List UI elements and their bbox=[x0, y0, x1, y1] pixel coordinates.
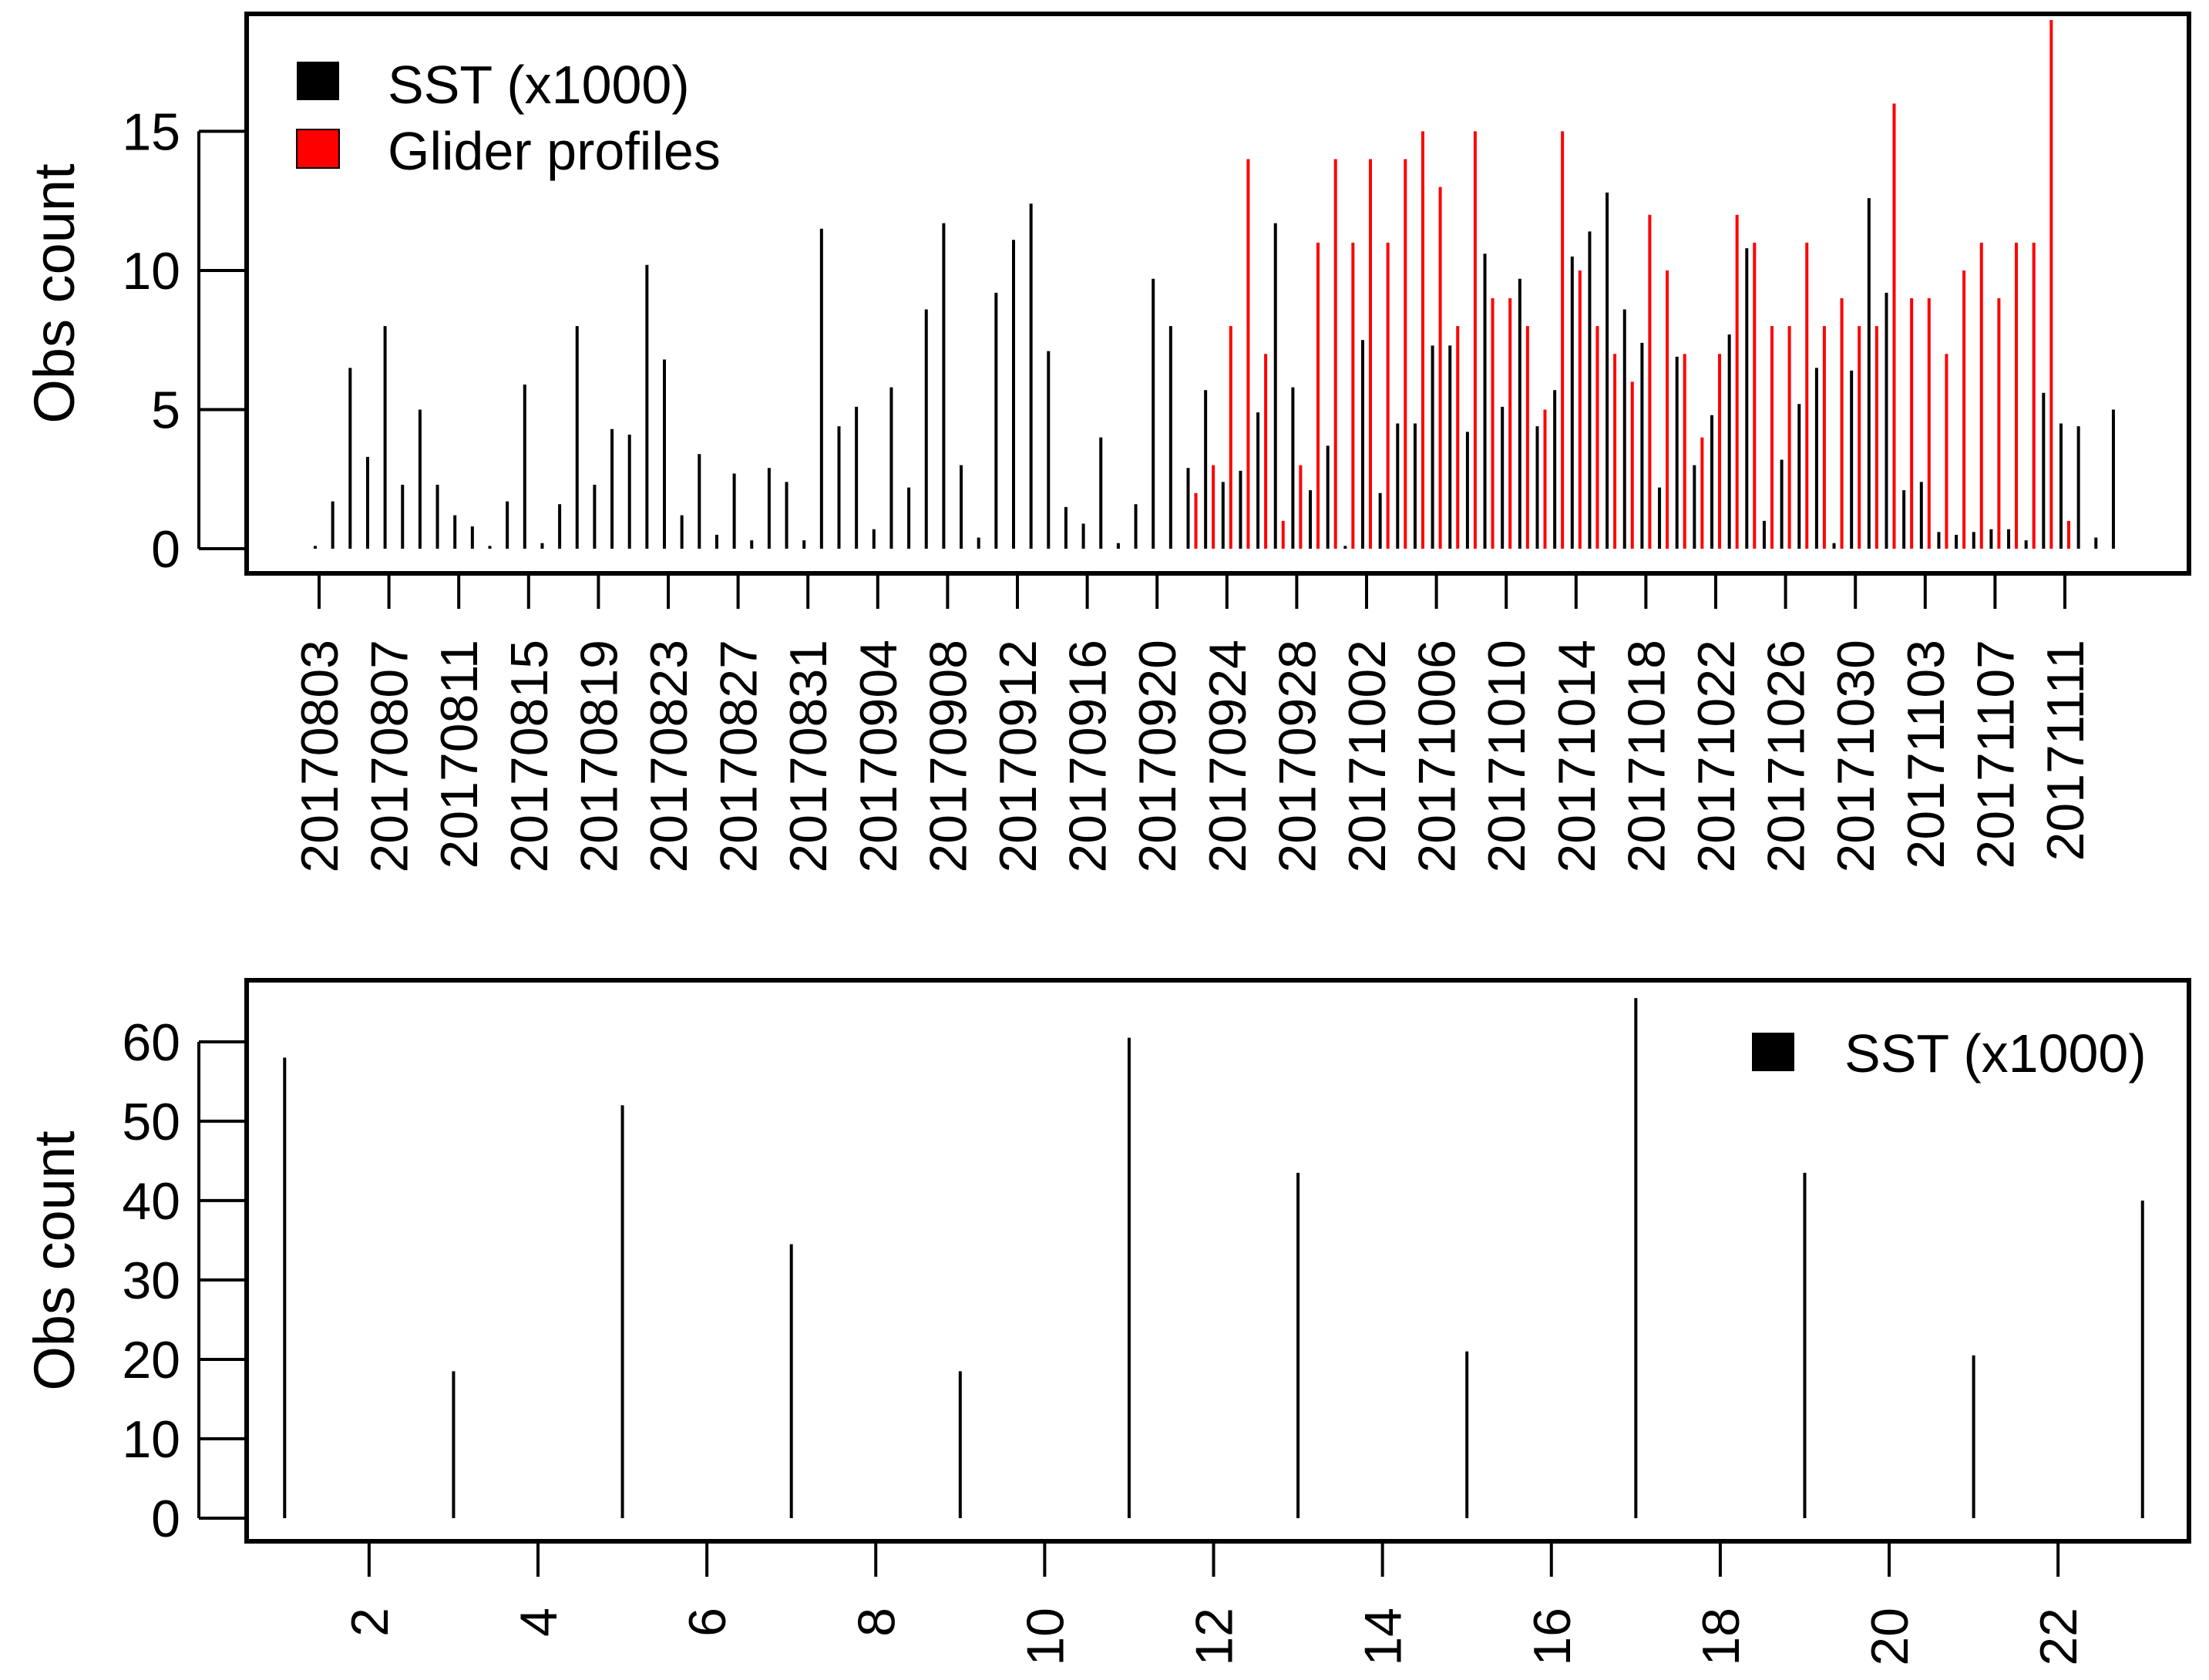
y-tick-label: 10 bbox=[122, 1410, 180, 1469]
x-tick-label: 20171107 bbox=[1966, 640, 2025, 869]
bottom-legend: SST (x1000) bbox=[1752, 1023, 2147, 1084]
x-tick-label: 20171006 bbox=[1408, 640, 1467, 873]
daily-counts-bars bbox=[314, 20, 2115, 549]
x-tick-label: 20170924 bbox=[1199, 640, 1257, 873]
x-tick-label: 20170827 bbox=[710, 640, 768, 873]
x-tick-label: 10 bbox=[1016, 1608, 1074, 1666]
x-tick-label: 20171002 bbox=[1338, 640, 1397, 873]
x-tick-label: 20171030 bbox=[1827, 640, 1885, 873]
x-tick-label: 18 bbox=[1692, 1608, 1750, 1666]
x-tick-label: 16 bbox=[1523, 1608, 1582, 1666]
y-tick-label: 0 bbox=[151, 520, 180, 579]
legend-swatch-glider bbox=[296, 129, 340, 169]
y-tick-label: 20 bbox=[122, 1331, 180, 1389]
y-tick-label: 15 bbox=[122, 102, 180, 161]
y-tick-label: 30 bbox=[122, 1252, 180, 1310]
x-tick-label: 4 bbox=[509, 1608, 568, 1637]
x-tick-label: 20170819 bbox=[570, 640, 628, 873]
x-tick-label: 20171014 bbox=[1548, 640, 1606, 873]
top-legend: SST (x1000) Glider profiles bbox=[296, 55, 721, 181]
x-tick-label: 20170811 bbox=[430, 640, 489, 869]
y-tick-label: 50 bbox=[122, 1093, 180, 1151]
legend-label-sst: SST (x1000) bbox=[388, 55, 690, 115]
x-tick-label: 12 bbox=[1185, 1608, 1244, 1666]
x-tick-label: 20171010 bbox=[1478, 640, 1536, 873]
bottom-y-axis: 0 10 20 30 40 50 60 bbox=[122, 1013, 247, 1548]
x-tick-label: 20170831 bbox=[779, 640, 838, 873]
x-tick-label: 20171022 bbox=[1687, 640, 1746, 873]
y-tick-label: 10 bbox=[122, 242, 180, 301]
y-tick-label: 60 bbox=[122, 1013, 180, 1072]
top-x-axis: 20170803 20170807 20170811 20170815 20170819… bbox=[291, 572, 2095, 873]
y-tick-label: 5 bbox=[151, 381, 180, 439]
x-tick-label: 8 bbox=[847, 1608, 906, 1637]
x-tick-label: 20171018 bbox=[1617, 640, 1676, 873]
x-tick-label: 6 bbox=[678, 1608, 737, 1637]
x-tick-label: 20171026 bbox=[1757, 640, 1816, 873]
top-y-axis-label: Obs count bbox=[22, 163, 86, 424]
monthly-counts-chart: 0 10 20 30 40 50 60 2 4 6 8 10 12 14 16 18 20 22 Obs cou… bbox=[22, 978, 2191, 1666]
x-tick-label: 20170916 bbox=[1059, 640, 1118, 873]
x-tick-label: 20170904 bbox=[849, 640, 908, 873]
x-tick-label: 20170823 bbox=[640, 640, 698, 873]
x-tick-label: 20171103 bbox=[1897, 640, 1955, 869]
x-tick-label: 20170912 bbox=[989, 640, 1047, 873]
x-tick-label: 20170803 bbox=[291, 640, 349, 873]
y-tick-label: 0 bbox=[151, 1490, 180, 1548]
y-tick-label: 40 bbox=[122, 1172, 180, 1231]
x-tick-label: 20171111 bbox=[2036, 640, 2095, 861]
x-tick-label: 22 bbox=[2029, 1608, 2088, 1666]
x-tick-label: 20170920 bbox=[1128, 640, 1187, 873]
x-tick-label: 20 bbox=[1861, 1608, 1919, 1666]
bottom-y-axis-label: Obs count bbox=[22, 1131, 86, 1391]
legend-label-sst-bottom: SST (x1000) bbox=[1844, 1023, 2147, 1084]
x-tick-label: 2 bbox=[341, 1608, 399, 1637]
x-tick-label: 14 bbox=[1354, 1608, 1413, 1666]
x-tick-label: 20170928 bbox=[1268, 640, 1326, 873]
legend-label-glider: Glider profiles bbox=[388, 121, 721, 181]
x-tick-label: 20170807 bbox=[361, 640, 419, 873]
legend-swatch-sst bbox=[297, 62, 339, 100]
x-tick-label: 20170815 bbox=[500, 640, 559, 873]
legend-swatch-sst-bottom bbox=[1752, 1033, 1794, 1071]
monthly-counts-bars bbox=[283, 998, 2144, 1518]
top-y-axis: 0 5 10 15 bbox=[122, 102, 247, 579]
bottom-x-axis: 2 4 6 8 10 12 14 16 18 20 22 bbox=[341, 1540, 2088, 1666]
x-tick-label: 20170908 bbox=[919, 640, 977, 873]
